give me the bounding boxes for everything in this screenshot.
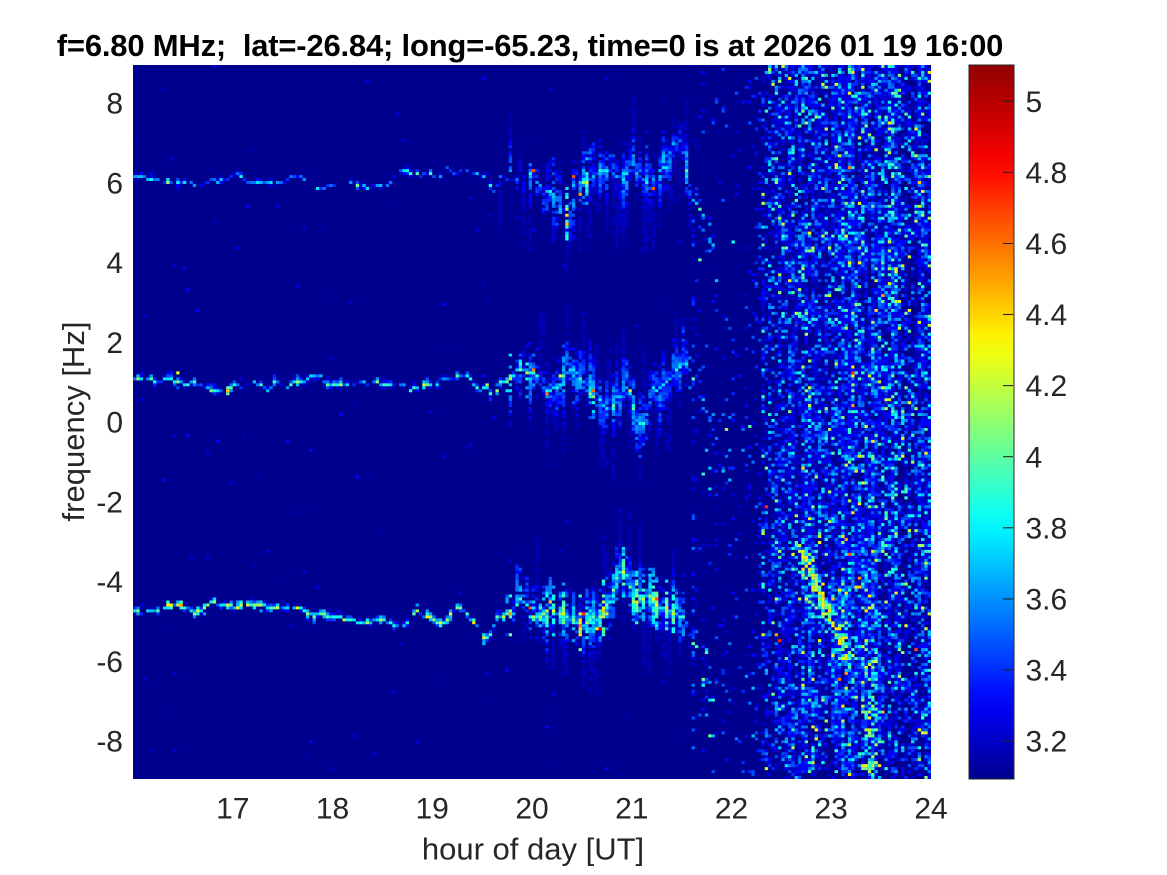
svg-text:18: 18 [316, 793, 349, 826]
svg-text:0: 0 [106, 407, 123, 440]
svg-text:3.8: 3.8 [1026, 512, 1068, 545]
svg-text:f=6.80 MHz; lat=-26.84; long=: f=6.80 MHz; lat=-26.84; long=-65.23, tim… [57, 28, 1003, 63]
svg-text:-8: -8 [96, 726, 123, 759]
svg-text:frequency [Hz]: frequency [Hz] [56, 322, 91, 522]
svg-text:8: 8 [106, 88, 123, 121]
svg-text:-4: -4 [96, 566, 123, 599]
svg-text:17: 17 [216, 793, 249, 826]
svg-text:2: 2 [106, 327, 123, 360]
svg-text:4.4: 4.4 [1026, 299, 1068, 332]
svg-text:21: 21 [615, 793, 648, 826]
svg-text:4: 4 [106, 247, 123, 280]
svg-text:4: 4 [1026, 441, 1043, 474]
svg-text:4.2: 4.2 [1026, 370, 1068, 403]
svg-text:24: 24 [914, 793, 947, 826]
svg-text:23: 23 [815, 793, 848, 826]
svg-text:20: 20 [515, 793, 548, 826]
svg-text:-2: -2 [96, 486, 123, 519]
svg-text:22: 22 [715, 793, 748, 826]
svg-text:hour of day [UT]: hour of day [UT] [422, 832, 644, 867]
svg-text:19: 19 [416, 793, 449, 826]
svg-text:3.4: 3.4 [1026, 655, 1068, 688]
svg-text:4.6: 4.6 [1026, 228, 1068, 261]
svg-text:4.8: 4.8 [1026, 157, 1068, 190]
svg-text:-6: -6 [96, 646, 123, 679]
svg-text:3.6: 3.6 [1026, 584, 1068, 617]
svg-text:3.2: 3.2 [1026, 726, 1068, 759]
svg-text:5: 5 [1026, 86, 1043, 119]
svg-text:6: 6 [106, 167, 123, 200]
